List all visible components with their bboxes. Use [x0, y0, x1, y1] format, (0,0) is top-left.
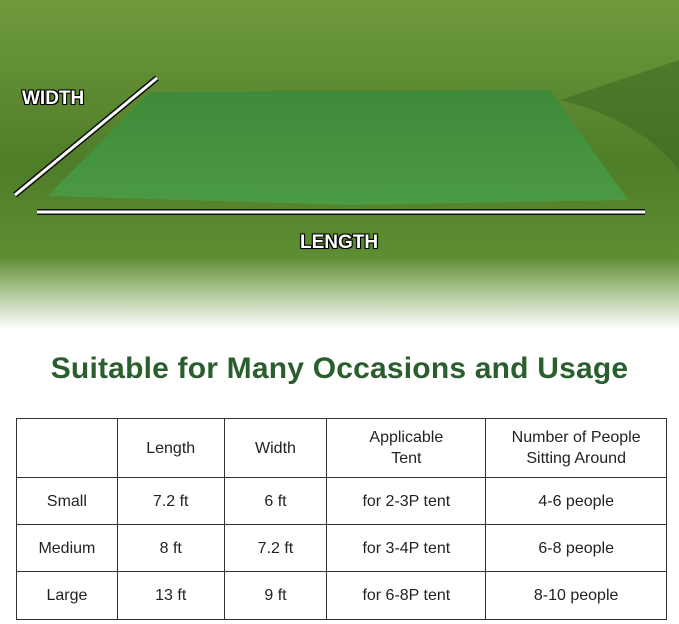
- header-cell: Number of People Sitting Around: [485, 418, 667, 478]
- cell: 13 ft: [116, 571, 225, 620]
- cell: 6-8 people: [485, 524, 667, 572]
- header-cell: Applicable Tent: [326, 418, 487, 478]
- table-row: Small 7.2 ft 6 ft for 2-3P tent 4-6 peop…: [16, 477, 667, 525]
- cell: 7.2 ft: [116, 477, 225, 525]
- cell: 6 ft: [223, 477, 328, 525]
- table-row: Medium 8 ft 7.2 ft for 3-4P tent 6-8 peo…: [16, 524, 667, 572]
- cell: for 6-8P tent: [326, 571, 487, 620]
- table-header: Length Width Applicable Tent Number of P…: [16, 418, 667, 478]
- size-table: Length Width Applicable Tent Number of P…: [16, 418, 667, 620]
- cell: for 2-3P tent: [326, 477, 487, 525]
- cell: 8-10 people: [485, 571, 667, 620]
- cell: 8 ft: [116, 524, 225, 572]
- width-label: WIDTH: [21, 88, 85, 110]
- header-cell: Length: [116, 418, 225, 478]
- cell: 9 ft: [223, 571, 328, 620]
- cell: Small: [16, 477, 118, 525]
- cell: Medium: [16, 524, 118, 572]
- cell: Large: [16, 571, 118, 620]
- section-title: Suitable for Many Occasions and Usage: [50, 352, 629, 385]
- cell: 7.2 ft: [223, 524, 328, 572]
- header-cell: Width: [223, 418, 328, 478]
- header-cell: [16, 418, 118, 478]
- length-label: LENGTH: [299, 232, 379, 254]
- cell: 4-6 people: [485, 477, 667, 525]
- table-row: Large 13 ft 9 ft for 6-8P tent 8-10 peop…: [16, 571, 667, 620]
- product-photo: [0, 0, 679, 330]
- cell: for 3-4P tent: [326, 524, 487, 572]
